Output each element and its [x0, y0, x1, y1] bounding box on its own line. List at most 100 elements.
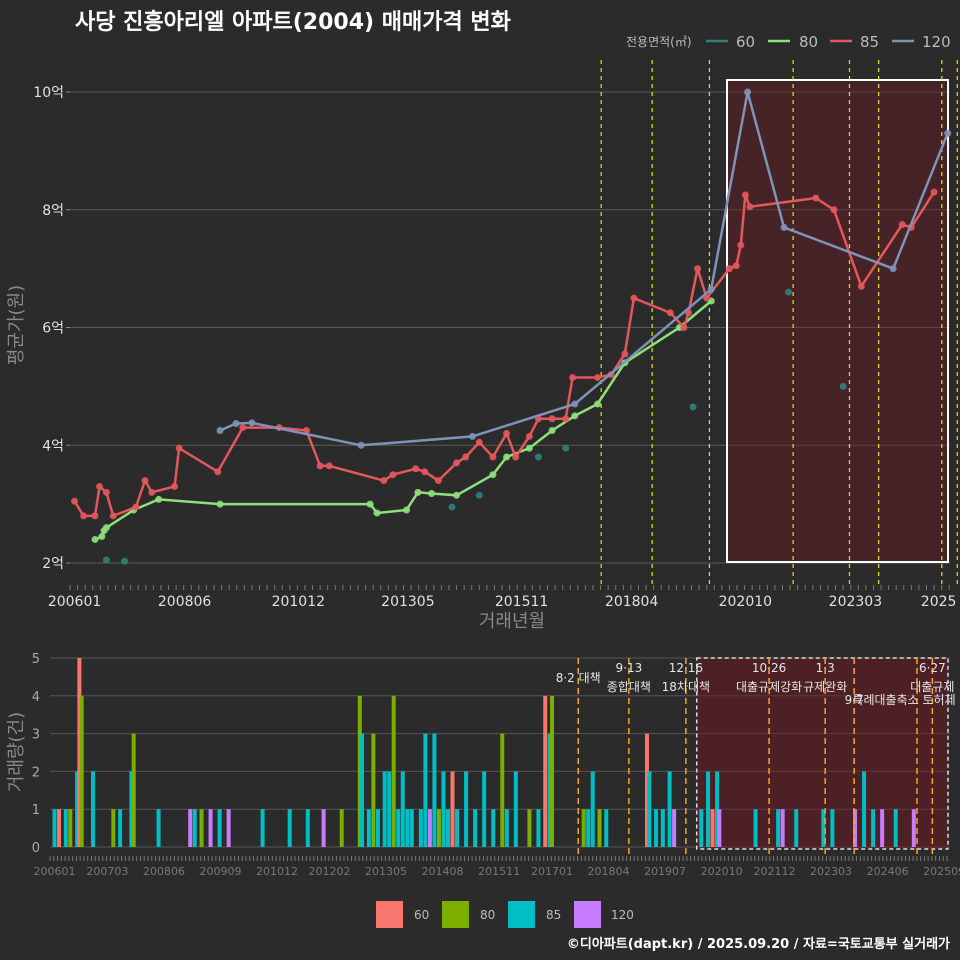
- y-tick-label: 6억: [42, 321, 64, 337]
- volume-bar-85: [287, 809, 292, 847]
- volume-bar-120: [911, 809, 916, 847]
- bar-x-tick-label: 201408: [422, 865, 464, 878]
- point-85: [503, 429, 511, 437]
- volume-bar-60: [710, 809, 715, 847]
- point-80: [571, 412, 579, 420]
- point-85: [462, 453, 470, 461]
- volume-bar-80: [550, 695, 555, 847]
- point-120: [944, 129, 952, 137]
- point-85: [214, 468, 222, 476]
- bar-x-tick-label: 201012: [256, 865, 298, 878]
- bar-x-tick-label: 201804: [588, 865, 630, 878]
- point-85: [171, 482, 179, 490]
- legend-label-85: 85: [860, 33, 879, 51]
- policy-annotation-date: 9·13: [616, 661, 643, 675]
- policy-annotation-name: 특례대출축소 토허제 해제: [852, 693, 960, 707]
- volume-bar-85: [75, 771, 80, 847]
- bar-x-tick-label: 202406: [867, 865, 909, 878]
- point-80: [489, 471, 497, 479]
- point-85: [512, 453, 520, 461]
- point-85: [694, 265, 702, 273]
- point-80: [594, 400, 602, 408]
- volume-bar-120: [226, 809, 231, 847]
- bar-legend-label-120: 120: [611, 908, 634, 922]
- credit-text: ©디아파트(dapt.kr) / 2025.09.20 / 자료=국토교통부 실…: [567, 936, 950, 952]
- point-85: [148, 488, 156, 496]
- volume-bar-85: [647, 771, 652, 847]
- bar-y-tick-label: 2: [32, 765, 40, 780]
- point-60: [121, 557, 129, 565]
- x-tick-label: 202010: [719, 594, 772, 610]
- point-85: [302, 427, 310, 435]
- volume-bar-85: [547, 733, 552, 847]
- volume-bar-120: [853, 809, 858, 847]
- point-85: [930, 188, 938, 196]
- x-tick-label: 202303: [829, 594, 882, 610]
- volume-bar-85: [192, 809, 197, 847]
- volume-bar-85: [118, 809, 123, 847]
- point-85: [725, 265, 733, 273]
- point-80: [525, 444, 533, 452]
- point-80: [102, 524, 110, 532]
- point-80: [216, 500, 224, 508]
- point-120: [216, 427, 224, 435]
- point-80: [91, 535, 99, 543]
- point-85: [737, 241, 745, 249]
- volume-bar-85: [156, 809, 161, 847]
- volume-bar-85: [90, 771, 95, 847]
- y-tick-label: 2억: [42, 556, 64, 572]
- legend-title: 전용면적(㎡): [626, 35, 692, 49]
- point-85: [421, 468, 429, 476]
- volume-bar-85: [52, 809, 57, 847]
- point-85: [109, 512, 117, 520]
- volume-bar-85: [366, 809, 371, 847]
- volume-bar-60: [450, 771, 455, 847]
- volume-bar-85: [387, 771, 392, 847]
- bar-legend-label-85: 85: [546, 908, 561, 922]
- volume-bar-85: [464, 771, 469, 847]
- volume-bar-80: [436, 809, 441, 847]
- volume-bar-85: [513, 771, 518, 847]
- point-120: [357, 441, 365, 449]
- volume-bar-85: [491, 809, 496, 847]
- point-80: [403, 506, 411, 514]
- volume-bar-85: [654, 809, 659, 847]
- point-80: [548, 427, 556, 435]
- point-80: [503, 453, 511, 461]
- bar-x-tick-label: 201305: [365, 865, 407, 878]
- volume-bar-85: [305, 809, 310, 847]
- volume-bar-85: [423, 733, 428, 847]
- x-tick-label: 2025: [921, 594, 957, 610]
- point-85: [732, 262, 740, 270]
- point-85: [453, 459, 461, 467]
- bar-x-tick-label: 201511: [478, 865, 520, 878]
- volume-bar-85: [590, 771, 595, 847]
- y-tick-label: 8억: [42, 203, 64, 219]
- volume-bar-85: [776, 809, 781, 847]
- volume-bar-85: [432, 733, 437, 847]
- volume-bar-80: [357, 695, 362, 847]
- legend-label-60: 60: [736, 33, 755, 51]
- point-85: [380, 477, 388, 485]
- point-85: [562, 415, 570, 423]
- point-60: [475, 491, 483, 499]
- point-80: [428, 490, 436, 498]
- volume-chart: 0 1 2 3 4 5 8·2 대책 9·13 종합대책 12·16 18차대책 10·26 대출규제강…: [32, 652, 960, 878]
- volume-bar-120: [321, 809, 326, 847]
- bar-y-tick-label: 3: [32, 728, 40, 743]
- point-60: [785, 288, 793, 296]
- volume-bar-60: [543, 695, 548, 847]
- volume-bar-80: [500, 733, 505, 847]
- point-120: [232, 419, 240, 427]
- bar-legend-swatch-60: [376, 901, 403, 928]
- point-60: [562, 444, 570, 452]
- volume-bar-120: [880, 809, 885, 847]
- volume-bar-85: [753, 809, 758, 847]
- point-85: [703, 294, 711, 302]
- policy-annotation-date: 8·2 대책: [556, 670, 601, 685]
- point-85: [80, 512, 88, 520]
- y-tick-label: 10억: [33, 85, 64, 101]
- bar-y-tick-label: 4: [32, 690, 40, 705]
- volume-bar-85: [396, 809, 401, 847]
- volume-bar-85: [830, 809, 835, 847]
